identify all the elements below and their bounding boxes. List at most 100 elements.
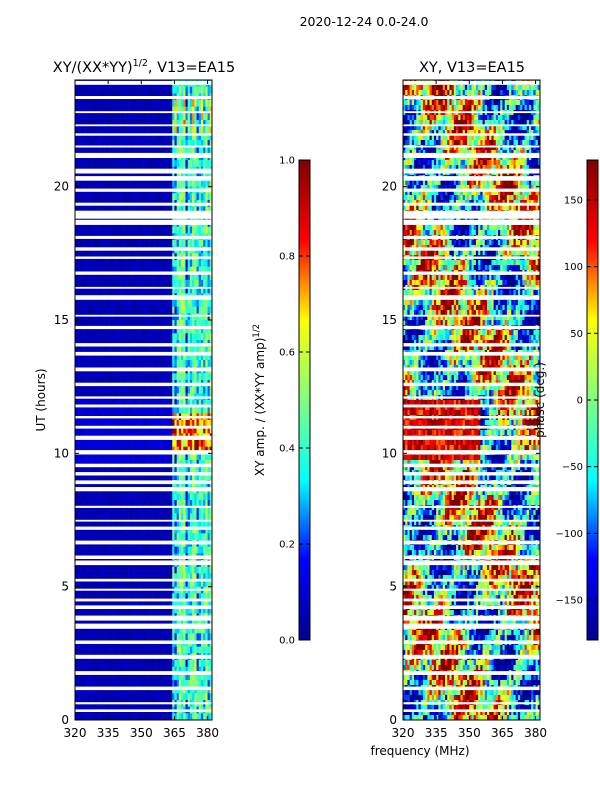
- heatmap-cell: [147, 313, 151, 321]
- heatmap-cell: [79, 240, 83, 248]
- heatmap-cell: [128, 100, 131, 108]
- heatmap-cell: [154, 140, 158, 148]
- heatmap-cell: [152, 466, 155, 474]
- heatmap-cell: [207, 260, 211, 268]
- heatmap-cell: [198, 273, 202, 281]
- heatmap-cell: [125, 420, 129, 428]
- heatmap-cell: [176, 360, 180, 368]
- heatmap-cell: [167, 506, 171, 514]
- heatmap-cell: [83, 326, 87, 334]
- heatmap-cell: [200, 580, 204, 588]
- heatmap-cell: [110, 506, 113, 514]
- heatmap-cell: [83, 146, 87, 154]
- heatmap-cell: [119, 120, 122, 128]
- heatmap-cell: [123, 193, 127, 201]
- heatmap-cell: [192, 473, 195, 481]
- heatmap-cell: [161, 160, 164, 168]
- heatmap-cell: [116, 533, 120, 541]
- heatmap-cell: [97, 473, 100, 481]
- heatmap-cell: [147, 426, 151, 434]
- heatmap-cell: [97, 520, 100, 528]
- heatmap-cell: [123, 86, 127, 94]
- heatmap-cell: [170, 100, 173, 108]
- heatmap-cell: [192, 260, 195, 268]
- heatmap-cell: [132, 406, 136, 414]
- heatmap-cell: [105, 280, 109, 288]
- heatmap-cell: [156, 453, 160, 461]
- heatmap-cell: [176, 100, 180, 108]
- heatmap-cell: [161, 460, 164, 468]
- heatmap-cell: [121, 346, 125, 354]
- heatmap-cell: [103, 113, 107, 121]
- heatmap-cell: [141, 240, 144, 248]
- heatmap-cell: [79, 573, 83, 581]
- heatmap-cell: [86, 133, 89, 141]
- heatmap-cell: [161, 500, 164, 508]
- heatmap-cell: [203, 373, 206, 381]
- heatmap-cell: [176, 126, 180, 134]
- heatmap-cell: [163, 180, 166, 188]
- heatmap-cell: [185, 313, 189, 321]
- heatmap-cell: [189, 526, 193, 534]
- heatmap-cell: [92, 600, 96, 608]
- heatmap-cell: [158, 226, 162, 234]
- heatmap-cell: [103, 593, 107, 601]
- heatmap-cell: [101, 86, 105, 94]
- heatmap-cell: [123, 260, 127, 268]
- heatmap-cell: [189, 426, 193, 434]
- heatmap-cell: [145, 193, 149, 201]
- heatmap-cell: [183, 440, 186, 448]
- heatmap-cell: [174, 506, 178, 514]
- heatmap-cell: [121, 206, 125, 214]
- heatmap-cell: [121, 386, 125, 394]
- heatmap-cell: [97, 260, 100, 268]
- heatmap-cell: [110, 573, 113, 581]
- heatmap-cell: [123, 353, 127, 361]
- heatmap-cell: [119, 206, 122, 214]
- heatmap-cell: [207, 226, 211, 234]
- heatmap-cell: [152, 386, 155, 394]
- heatmap-cell: [174, 426, 178, 434]
- heatmap-cell: [181, 226, 184, 234]
- heatmap-cell: [207, 206, 211, 214]
- heatmap-cell: [125, 573, 129, 581]
- heatmap-cell: [185, 453, 189, 461]
- heatmap-cell: [119, 286, 122, 294]
- heatmap-cell: [99, 286, 102, 294]
- heatmap-cell: [207, 133, 211, 141]
- heatmap-cell: [99, 500, 102, 508]
- heatmap-cell: [103, 533, 107, 541]
- heatmap-cell: [101, 126, 105, 134]
- heatmap-cell: [141, 286, 144, 294]
- heatmap-cell: [99, 133, 102, 141]
- heatmap-cell: [187, 500, 191, 508]
- heatmap-cell: [123, 240, 127, 248]
- heatmap-cell: [198, 466, 202, 474]
- heatmap-cell: [99, 346, 102, 354]
- heatmap-cell: [128, 573, 131, 581]
- heatmap-cell: [194, 420, 197, 428]
- heatmap-cell: [99, 260, 102, 268]
- heatmap-cell: [143, 526, 147, 534]
- heatmap-cell: [134, 353, 138, 361]
- heatmap-cell: [198, 306, 202, 314]
- heatmap-cell: [81, 306, 85, 314]
- heatmap-cell: [163, 286, 166, 294]
- heatmap-cell: [189, 593, 193, 601]
- heatmap-cell: [134, 566, 138, 574]
- heatmap-cell: [203, 106, 206, 114]
- heatmap-cell: [134, 533, 138, 541]
- heatmap-cell: [192, 440, 195, 448]
- heatmap-cell: [178, 520, 182, 528]
- heatmap-cell: [90, 386, 94, 394]
- heatmap-cell: [108, 493, 111, 501]
- heatmap-cell: [75, 420, 78, 428]
- heatmap-cell: [147, 260, 151, 268]
- heatmap-cell: [90, 140, 94, 148]
- heatmap-cell: [203, 500, 206, 508]
- heatmap-cell: [86, 160, 89, 168]
- heatmap-cell: [143, 126, 147, 134]
- heatmap-cell: [105, 506, 109, 514]
- heatmap-cell: [165, 133, 169, 141]
- heatmap-cell: [119, 593, 122, 601]
